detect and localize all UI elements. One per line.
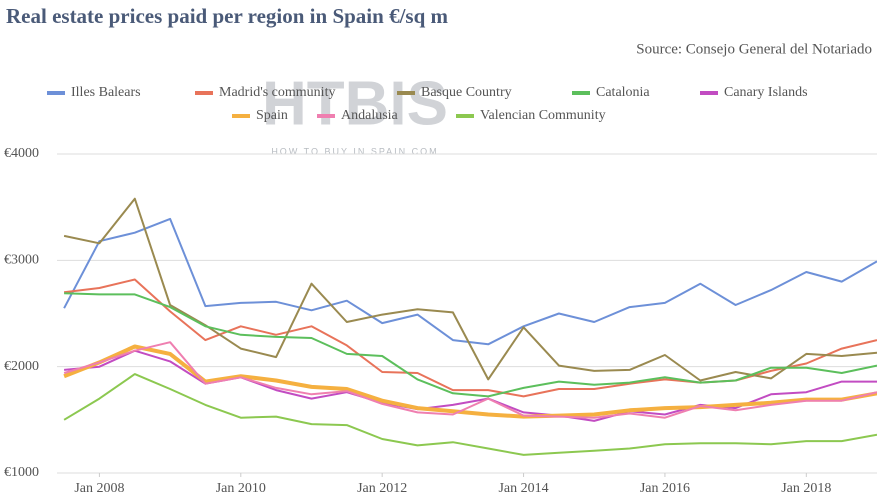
watermark: HTBIS bbox=[262, 69, 448, 138]
legend-label: Canary Islands bbox=[724, 85, 808, 100]
legend-label: Spain bbox=[256, 108, 288, 123]
x-tick-label: Jan 2008 bbox=[74, 481, 124, 496]
series-line bbox=[63, 197, 877, 382]
y-tick-label: €1000 bbox=[4, 465, 39, 480]
series-line bbox=[63, 217, 877, 346]
series-line bbox=[64, 292, 877, 398]
series-line bbox=[63, 373, 877, 456]
legend-label: Illes Balears bbox=[71, 85, 141, 100]
y-tick-label: €2000 bbox=[4, 359, 39, 374]
x-tick-label: Jan 2014 bbox=[498, 481, 548, 496]
legend-label: Basque Country bbox=[421, 85, 512, 100]
series-line bbox=[63, 341, 877, 419]
chart-title: Real estate prices paid per region in Sp… bbox=[6, 4, 449, 28]
legend-label: Catalonia bbox=[596, 85, 650, 100]
x-tick-label: Jan 2018 bbox=[781, 481, 831, 496]
legend-label: Andalusia bbox=[341, 108, 399, 123]
watermark-sub: HOW TO BUY IN SPAIN.COM bbox=[271, 146, 438, 156]
source: Source: Consejo General del Notariado bbox=[636, 41, 872, 57]
legend-label: Madrid's community bbox=[219, 85, 335, 100]
x-tick-label: Jan 2010 bbox=[216, 481, 266, 496]
x-tick-label: Jan 2016 bbox=[640, 481, 690, 496]
y-tick-label: €3000 bbox=[4, 253, 39, 268]
y-tick-label: €4000 bbox=[4, 146, 39, 161]
x-tick-label: Jan 2012 bbox=[357, 481, 407, 496]
legend-label: Valencian Community bbox=[480, 108, 606, 123]
